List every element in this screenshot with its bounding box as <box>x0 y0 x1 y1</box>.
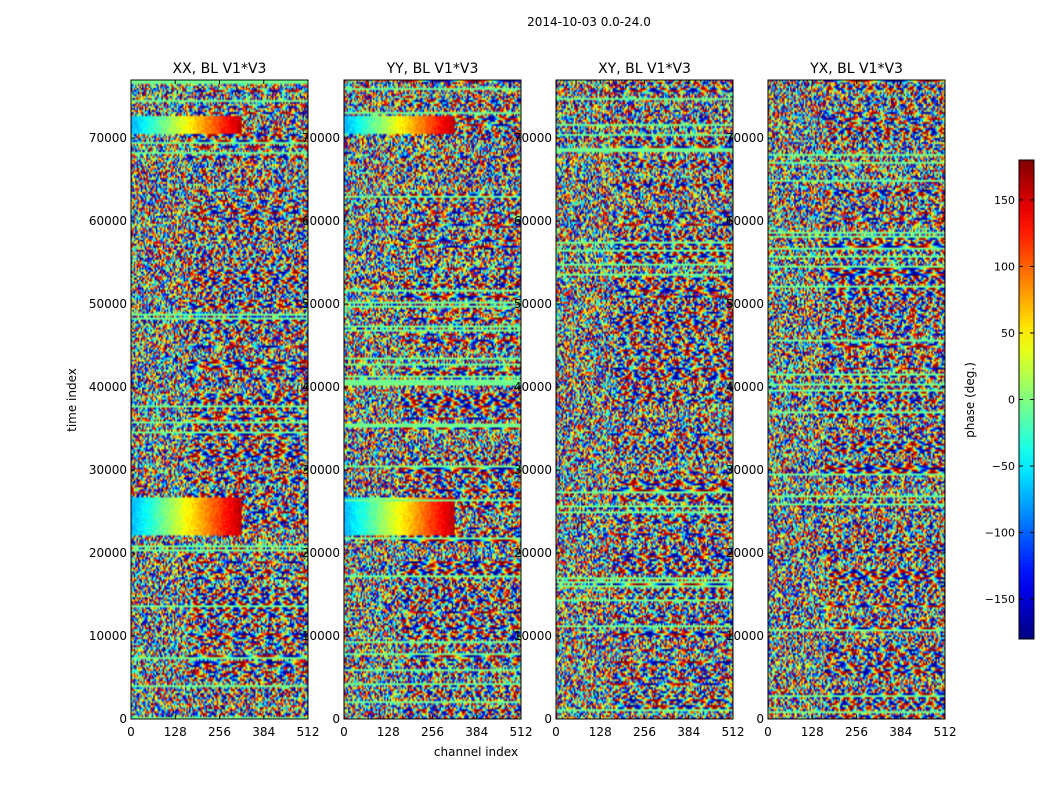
y-tick-label: 40000 <box>514 380 552 394</box>
panel-3: XY, BL V1*V3 0 128 256 384 512 0 10000 20000 3000… <box>514 61 745 739</box>
y-tick-label: 50000 <box>514 297 552 311</box>
y-tick-label: 60000 <box>302 214 340 228</box>
panel-title-2: YY, BL V1*V3 <box>386 61 479 77</box>
x-tick-label: 0 <box>764 725 772 739</box>
x-tick-label: 256 <box>208 725 231 739</box>
y-tick-label: 30000 <box>726 463 764 477</box>
y-tick-label: 60000 <box>514 214 552 228</box>
panel-2: YY, BL V1*V3 0 128 256 384 512 0 10000 20000 3000… <box>302 61 533 739</box>
panels: XX, BL V1*V3 0 128 256 384 512 0 10000 20000 3000… <box>89 61 957 739</box>
y-tick-label: 30000 <box>89 463 127 477</box>
x-tick-label: 512 <box>297 725 320 739</box>
y-tick-label: 50000 <box>302 297 340 311</box>
x-tick-label: 0 <box>552 725 560 739</box>
panel-1: XX, BL V1*V3 0 128 256 384 512 0 10000 20000 3000… <box>89 61 320 739</box>
panel-title-4: YX, BL V1*V3 <box>809 61 903 77</box>
x-tick-label: 256 <box>633 725 656 739</box>
x-tick-label: 256 <box>845 725 868 739</box>
y-tick-label: 0 <box>119 712 127 726</box>
y-tick-label: 70000 <box>726 131 764 145</box>
colorbar-tick-label: −150 <box>985 593 1015 606</box>
colorbar-label: phase (deg.) <box>963 362 977 438</box>
y-tick-label: 20000 <box>514 546 552 560</box>
y-tick-label: 10000 <box>514 629 552 643</box>
x-tick-label: 384 <box>465 725 488 739</box>
y-tick-label: 70000 <box>514 131 552 145</box>
y-tick-label: 40000 <box>302 380 340 394</box>
heatmap-image-1 <box>131 80 308 719</box>
y-axis-label: time index <box>65 368 79 432</box>
x-tick-label: 128 <box>801 725 824 739</box>
panel-4: YX, BL V1*V3 0 128 256 384 512 0 10000 20000 3000… <box>726 61 957 739</box>
x-tick-label: 128 <box>589 725 612 739</box>
y-tick-label: 20000 <box>89 546 127 560</box>
y-tick-label: 0 <box>332 712 340 726</box>
x-tick-label: 384 <box>677 725 700 739</box>
y-tick-label: 70000 <box>89 131 127 145</box>
y-tick-label: 70000 <box>302 131 340 145</box>
x-axis-label: channel index <box>434 745 518 759</box>
y-tick-label: 10000 <box>89 629 127 643</box>
y-tick-label: 50000 <box>726 297 764 311</box>
panel-title-3: XY, BL V1*V3 <box>598 61 691 77</box>
y-tick-label: 60000 <box>726 214 764 228</box>
y-tick-label: 10000 <box>726 629 764 643</box>
heatmap-image-2 <box>344 80 521 719</box>
x-tick-label: 128 <box>164 725 187 739</box>
colorbar: 150 100 50 0 −50 −100 −150 <box>985 159 1035 640</box>
x-tick-label: 128 <box>377 725 400 739</box>
colorbar-tick-label: −50 <box>992 460 1015 473</box>
x-tick-label: 512 <box>510 725 533 739</box>
heatmap-image-4 <box>768 80 945 719</box>
figure-suptitle: 2014-10-03 0.0-24.0 <box>527 15 651 29</box>
y-tick-label: 40000 <box>726 380 764 394</box>
x-tick-label: 384 <box>889 725 912 739</box>
y-tick-label: 50000 <box>89 297 127 311</box>
y-tick-label: 30000 <box>514 463 552 477</box>
y-tick-label: 20000 <box>302 546 340 560</box>
y-tick-label: 0 <box>544 712 552 726</box>
y-tick-label: 60000 <box>89 214 127 228</box>
x-tick-label: 512 <box>722 725 745 739</box>
colorbar-tick-label: 50 <box>1001 327 1015 340</box>
x-tick-label: 0 <box>127 725 135 739</box>
y-tick-label: 0 <box>756 712 764 726</box>
y-tick-label: 40000 <box>89 380 127 394</box>
y-tick-label: 20000 <box>726 546 764 560</box>
x-tick-label: 512 <box>934 725 957 739</box>
y-tick-label: 10000 <box>302 629 340 643</box>
x-tick-label: 256 <box>421 725 444 739</box>
x-tick-label: 384 <box>252 725 275 739</box>
colorbar-tick-label: 0 <box>1008 394 1015 407</box>
heatmap-image-3 <box>556 80 733 719</box>
y-tick-label: 30000 <box>302 463 340 477</box>
colorbar-tick-label: 100 <box>994 260 1015 273</box>
colorbar-tick-label: 150 <box>994 194 1015 207</box>
colorbar-tick-label: −100 <box>985 527 1015 540</box>
x-tick-label: 0 <box>340 725 348 739</box>
panel-title-1: XX, BL V1*V3 <box>173 61 267 77</box>
